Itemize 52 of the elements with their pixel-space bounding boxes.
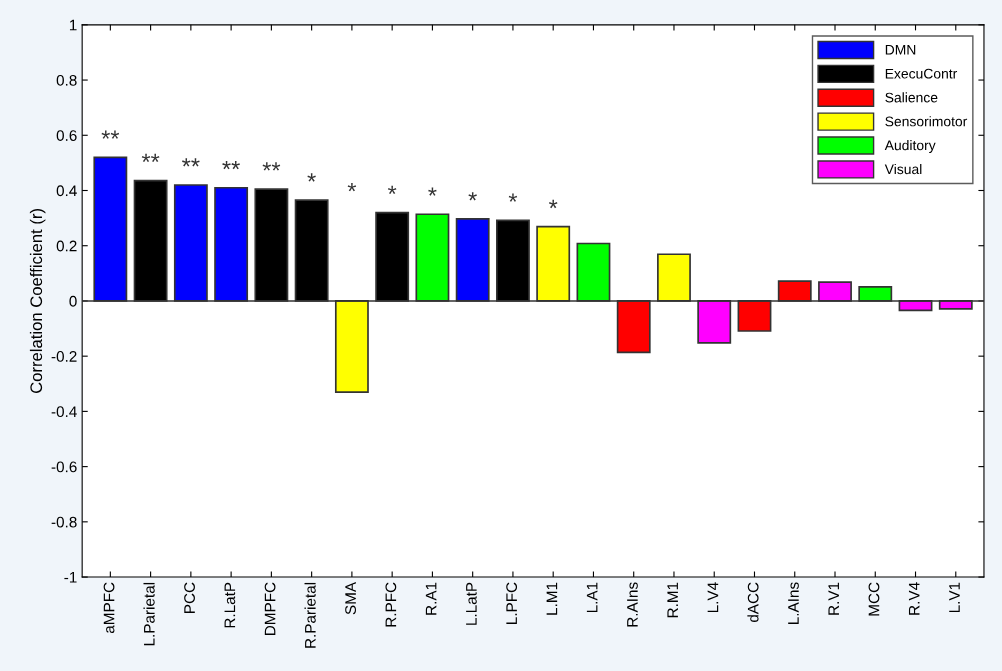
legend-label: Auditory xyxy=(884,140,936,153)
x-tick-label: L.V4 xyxy=(707,582,719,613)
x-tick-label: L.AIns xyxy=(788,582,799,624)
x-tick-label: R.PFC xyxy=(385,582,397,627)
legend-label: ExecuContr xyxy=(885,68,958,79)
x-tick-label: L.Parietal xyxy=(143,582,155,646)
x-tick-label: R.AIns xyxy=(627,582,638,627)
annotation: * xyxy=(428,187,437,196)
annotation: * xyxy=(548,199,558,209)
x-tick-label: L.M1 xyxy=(546,582,558,615)
x-tick-label: R.LatP xyxy=(224,582,236,628)
x-tick-label: R.Parietal xyxy=(304,582,316,648)
annotation: * xyxy=(307,173,316,182)
y-tick-label: -0.2 xyxy=(51,351,77,362)
annotation: * xyxy=(468,192,477,201)
x-tick-label: aMPFC xyxy=(103,582,115,634)
y-tick-label: 0.2 xyxy=(56,240,77,252)
y-tick-label: 0.8 xyxy=(56,74,77,86)
x-tick-label: R.M1 xyxy=(667,582,678,618)
annotation: * xyxy=(508,193,518,202)
annotation: ** xyxy=(222,160,240,170)
x-tick-label: dACC xyxy=(747,582,759,623)
y-tick-label: 0.6 xyxy=(56,130,77,141)
x-tick-label: L.LatP xyxy=(466,582,477,625)
x-tick-label: MCC xyxy=(868,582,880,616)
x-tick-label: R.A1 xyxy=(425,582,437,615)
x-tick-label: R.V4 xyxy=(908,582,920,615)
y-tick-label: 1 xyxy=(69,19,77,31)
annotation: * xyxy=(387,185,397,195)
legend-label: Visual xyxy=(884,163,922,175)
annotation: ** xyxy=(101,130,120,139)
y-axis-title: Correlation Coefficient (r) xyxy=(29,209,46,394)
x-tick-label: R.V1 xyxy=(828,582,839,615)
annotation: ** xyxy=(182,158,200,167)
x-tick-label: L.A1 xyxy=(586,582,598,613)
y-tick-label: 0.4 xyxy=(56,185,77,197)
y-tick-label: -0.4 xyxy=(51,406,77,418)
x-tick-label: L.PFC xyxy=(506,582,518,624)
x-tick-label: SMA xyxy=(345,581,356,615)
y-tick-label: -0.8 xyxy=(51,516,77,528)
annotation: ** xyxy=(141,153,160,163)
annotation: ** xyxy=(262,162,281,171)
x-tick-label: DMPFC xyxy=(264,582,276,635)
x-tick-label: PCC xyxy=(184,582,195,613)
legend-label: Salience xyxy=(885,92,938,103)
legend-label: DMN xyxy=(885,44,916,55)
y-tick-label: -0.6 xyxy=(51,461,77,473)
legend-label: Sensorimotor xyxy=(885,116,968,127)
x-tick-label: L.V1 xyxy=(949,582,960,613)
y-tick-label: 0 xyxy=(69,295,77,307)
y-tick-label: -1 xyxy=(64,572,77,583)
annotation: * xyxy=(347,183,357,192)
